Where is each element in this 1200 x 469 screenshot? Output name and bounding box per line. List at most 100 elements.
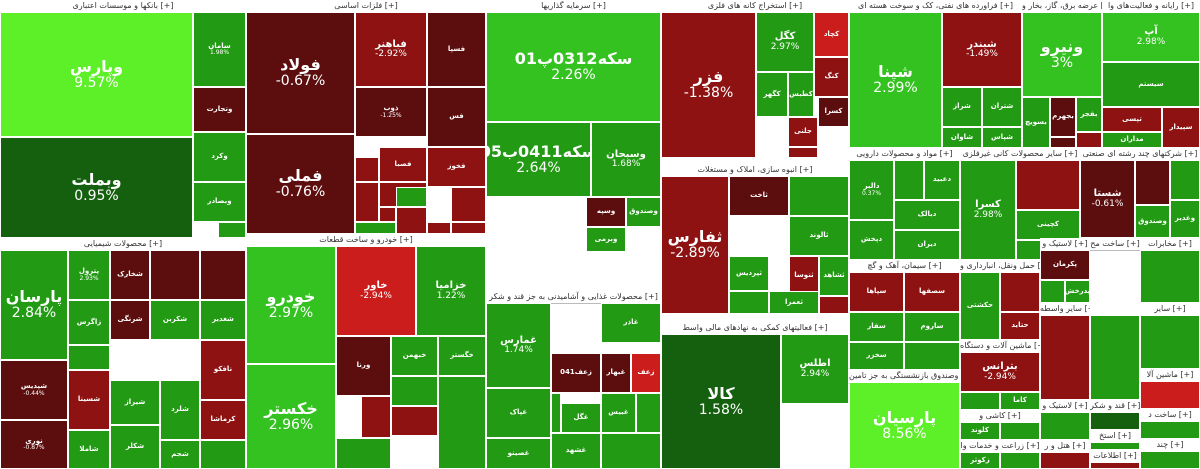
stock-tile[interactable]: بفجر: [1076, 97, 1102, 132]
stock-tile[interactable]: آپ 2.98%: [1102, 12, 1200, 62]
stock-tile[interactable]: شجم: [160, 440, 200, 469]
stock-tile[interactable]: فباهنر -2.92%: [355, 12, 427, 87]
stock-tile[interactable]: [1000, 452, 1040, 469]
minor-stock-tile[interactable]: [1090, 315, 1140, 400]
stock-tile[interactable]: وبصادر: [193, 182, 246, 222]
stock-tile[interactable]: کنگ: [814, 57, 849, 97]
stock-tile[interactable]: [218, 222, 246, 238]
stock-tile[interactable]: [438, 376, 486, 469]
stock-tile[interactable]: شسینا: [68, 370, 110, 430]
sector-title[interactable]: ساخت مح [+]: [1090, 238, 1140, 251]
stock-tile[interactable]: نافکو: [200, 340, 246, 400]
stock-tile[interactable]: [150, 250, 200, 300]
stock-tile[interactable]: [379, 207, 396, 222]
stock-tile[interactable]: سامان 1.98%: [193, 12, 246, 87]
stock-tile[interactable]: [1170, 160, 1200, 200]
stock-tile[interactable]: [819, 296, 849, 314]
minor-stock-tile[interactable]: [1140, 381, 1200, 409]
stock-tile[interactable]: نوری -0.87%: [0, 420, 68, 469]
stock-tile[interactable]: شپاس: [982, 127, 1022, 148]
stock-tile[interactable]: ثعمرا: [769, 291, 819, 314]
stock-tile[interactable]: غصینو: [486, 438, 551, 469]
stock-tile[interactable]: تپسی: [1102, 107, 1162, 132]
stock-tile[interactable]: ثپردیس: [729, 256, 769, 291]
stock-tile[interactable]: [1000, 272, 1040, 312]
stock-tile[interactable]: [451, 187, 486, 222]
stock-tile[interactable]: ثشاهد: [819, 256, 849, 296]
stock-tile[interactable]: پارسان 2.84%: [0, 250, 68, 360]
stock-tile[interactable]: شخارک: [110, 250, 150, 300]
stock-tile[interactable]: سفار: [849, 312, 904, 342]
stock-tile[interactable]: ثنوسا: [789, 256, 819, 296]
stock-tile[interactable]: کطبس: [788, 72, 814, 117]
stock-tile[interactable]: دالبر 0.37%: [849, 160, 894, 220]
stock-tile[interactable]: [355, 182, 379, 222]
stock-tile[interactable]: کسرا 2.98%: [960, 160, 1016, 260]
stock-tile[interactable]: زاگرس: [68, 300, 110, 345]
stock-tile[interactable]: حکشتی: [960, 272, 1000, 340]
stock-tile[interactable]: شغدیر: [200, 300, 246, 340]
stock-tile[interactable]: سیستم: [1102, 62, 1200, 107]
stock-tile[interactable]: زعف041: [551, 353, 601, 393]
stock-tile[interactable]: [336, 438, 391, 469]
stock-tile[interactable]: [427, 222, 451, 234]
stock-tile[interactable]: وبملت 0.95%: [0, 137, 193, 238]
minor-stock-tile[interactable]: [1140, 250, 1200, 303]
stock-tile[interactable]: شستا -0.61%: [1080, 160, 1135, 238]
stock-tile[interactable]: [788, 147, 818, 158]
stock-tile[interactable]: خگستر: [438, 336, 486, 376]
stock-tile[interactable]: [391, 376, 438, 406]
stock-tile[interactable]: [904, 342, 960, 370]
stock-tile[interactable]: خاور -2.94%: [336, 246, 416, 336]
stock-tile[interactable]: فملی -0.76%: [246, 134, 355, 234]
stock-tile[interactable]: حتاید: [1000, 312, 1040, 340]
stock-tile[interactable]: وصندوق: [1135, 205, 1170, 238]
stock-tile[interactable]: [894, 160, 924, 200]
stock-tile[interactable]: وکرد: [193, 132, 246, 182]
stock-tile[interactable]: [200, 250, 246, 300]
stock-tile[interactable]: شاملا: [68, 430, 110, 469]
stock-tile[interactable]: [1016, 160, 1080, 210]
stock-tile[interactable]: فزر -1.38%: [661, 12, 756, 158]
minor-stock-tile[interactable]: [1040, 452, 1090, 469]
stock-tile[interactable]: غپاک: [486, 388, 551, 438]
stock-tile[interactable]: فسپا: [427, 12, 486, 87]
minor-stock-tile[interactable]: [1090, 412, 1140, 430]
stock-tile[interactable]: غشهد: [551, 433, 601, 469]
stock-tile[interactable]: بسویچ: [1022, 97, 1050, 148]
stock-tile[interactable]: کگهر: [756, 72, 788, 117]
stock-tile[interactable]: فصبا: [379, 147, 427, 182]
stock-tile[interactable]: شبندر -1.49%: [942, 12, 1022, 87]
stock-tile[interactable]: سصفها: [904, 272, 960, 312]
stock-tile[interactable]: وتجارت: [193, 87, 246, 132]
stock-tile[interactable]: وصندوق: [626, 197, 661, 227]
stock-tile[interactable]: غبیس: [601, 393, 636, 433]
stock-tile[interactable]: ساروم: [904, 312, 960, 342]
stock-tile[interactable]: فس: [427, 87, 486, 147]
stock-tile[interactable]: [1000, 422, 1040, 440]
stock-tile[interactable]: شرنگی: [110, 300, 150, 340]
stock-tile[interactable]: غبهار: [601, 353, 631, 393]
stock-tile[interactable]: پترول 2.93%: [68, 250, 110, 300]
stock-tile[interactable]: کالا 1.58%: [661, 334, 781, 469]
stock-tile[interactable]: شلرد: [160, 380, 200, 440]
stock-tile[interactable]: [355, 222, 396, 234]
stock-tile[interactable]: فخوز: [427, 147, 486, 187]
stock-tile[interactable]: مداران: [1102, 132, 1162, 148]
stock-tile[interactable]: [361, 396, 391, 438]
stock-tile[interactable]: [551, 393, 561, 433]
stock-tile[interactable]: شتران: [982, 87, 1022, 127]
stock-tile[interactable]: ثفارس -2.89%: [661, 176, 729, 314]
stock-tile[interactable]: غاذر: [601, 303, 661, 343]
stock-tile[interactable]: شیراز: [110, 380, 160, 425]
stock-tile[interactable]: [1135, 160, 1170, 205]
stock-tile[interactable]: وسپه: [586, 197, 626, 227]
stock-tile[interactable]: ورنا: [336, 336, 391, 396]
stock-tile[interactable]: ثالوند: [789, 216, 849, 256]
stock-tile[interactable]: غگل: [561, 403, 601, 433]
stock-tile[interactable]: ذوب -1.25%: [355, 87, 427, 137]
stock-tile[interactable]: بجهرم: [1050, 97, 1076, 137]
stock-tile[interactable]: [601, 433, 661, 469]
minor-stock-tile[interactable]: [1140, 421, 1200, 439]
stock-tile[interactable]: خودرو 2.97%: [246, 246, 336, 364]
